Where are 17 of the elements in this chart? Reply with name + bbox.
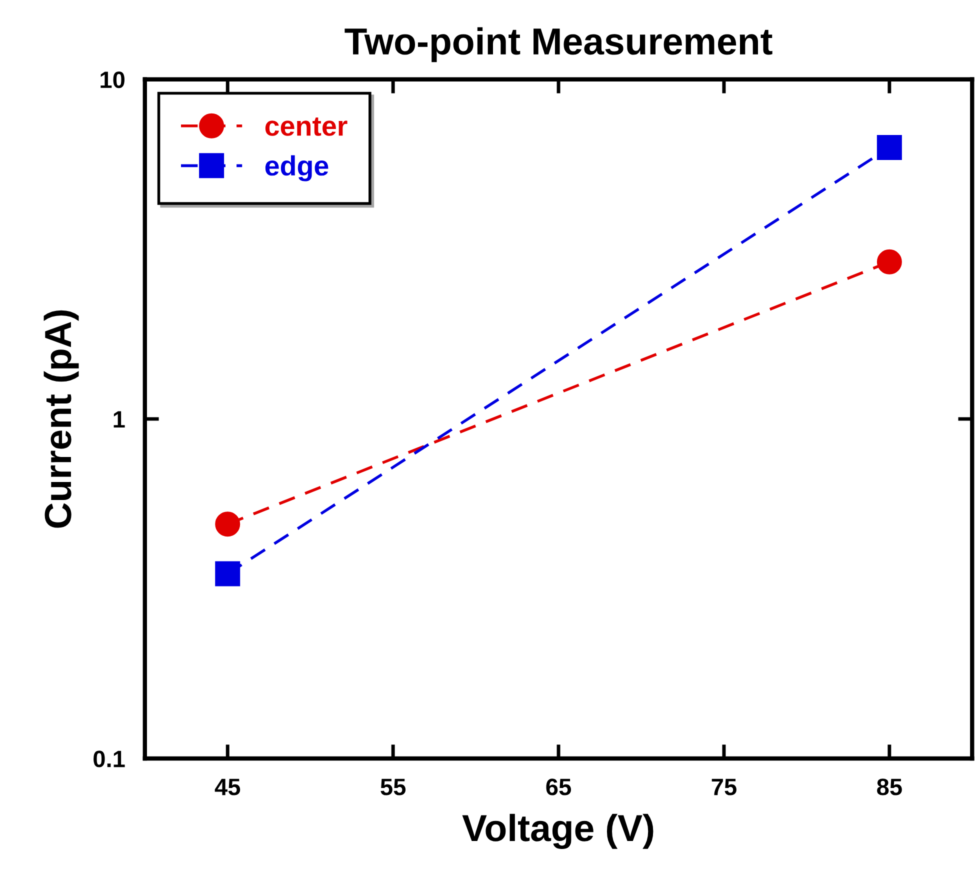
x-tick-label: 55 bbox=[380, 778, 406, 796]
x-tick-label: 75 bbox=[712, 778, 736, 796]
legend-label: center bbox=[265, 118, 348, 136]
y-tick-label: 1 bbox=[114, 411, 125, 428]
point bbox=[215, 512, 240, 537]
x-tick-label: 85 bbox=[877, 778, 902, 796]
y-axis-title: Current (pA) bbox=[44, 310, 79, 528]
chart-title: Two-point Measurement bbox=[344, 27, 772, 62]
x-tick-label: 45 bbox=[214, 778, 240, 796]
y-tick-label: 10 bbox=[100, 71, 124, 88]
x-tick-label: 65 bbox=[546, 778, 571, 796]
point bbox=[876, 135, 902, 160]
legend-label: edge bbox=[265, 155, 328, 182]
x-axis-title: Voltage (V) bbox=[462, 814, 654, 849]
point bbox=[215, 561, 240, 586]
y-tick-label: 0.1 bbox=[94, 750, 125, 768]
point bbox=[876, 249, 902, 274]
